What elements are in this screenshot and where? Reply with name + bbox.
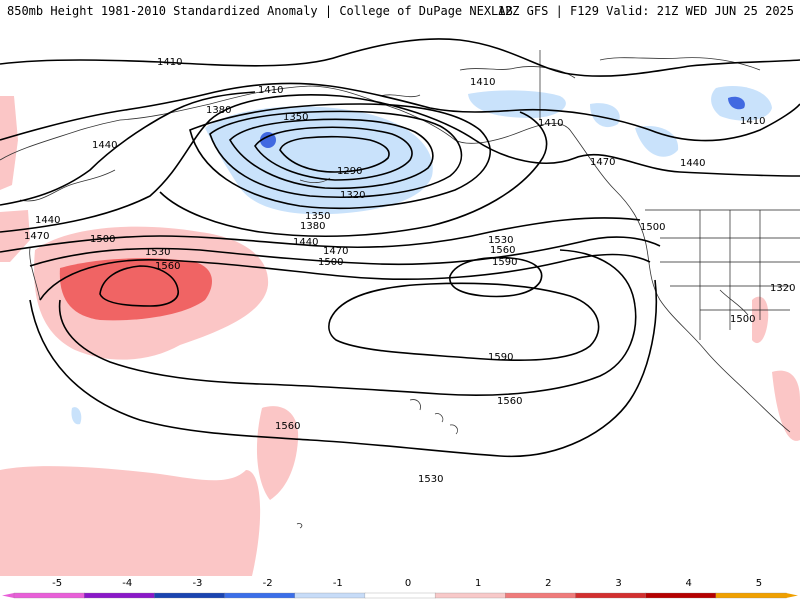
colorbar-tick-label: 4	[686, 578, 692, 589]
contour-label: 1590	[488, 352, 513, 363]
contour-label: 1440	[680, 158, 705, 169]
colorbar-svg: -5 -4 -3 -2 -1 0 1 2 3 4 5	[2, 578, 798, 599]
contour-label: 1590	[492, 257, 517, 268]
colorbar-segment	[294, 592, 366, 599]
contour-label: 1410	[470, 77, 495, 88]
colorbar-segment	[434, 592, 506, 599]
contour-label: 1410	[538, 118, 563, 129]
colorbar-tick-label: 1	[475, 578, 481, 589]
coastlines	[0, 57, 791, 529]
colorbar-segment	[715, 592, 787, 599]
colorbar-arrow-left	[2, 593, 14, 598]
contour-label: 1440	[293, 237, 318, 248]
height-contours	[0, 38, 800, 458]
colorbar-tick-label: 5	[756, 578, 762, 589]
model-run-info: 12Z GFS | F129 Valid: 21Z WED JUN 25 202…	[497, 4, 794, 18]
colorbar-tick-label: 3	[615, 578, 621, 589]
contour-label: 1500	[90, 234, 115, 245]
contour-label: 1560	[275, 421, 300, 432]
positive-anomaly-shading	[0, 96, 800, 576]
state-borders	[539, 50, 800, 340]
contour-label: 1470	[323, 246, 348, 257]
header-bar: 850mb Height 1981-2010 Standardized Anom…	[0, 0, 800, 24]
contour-label: 1530	[145, 247, 170, 258]
contour-label: 1470	[590, 157, 615, 168]
contour-label: 1440	[35, 215, 60, 226]
contour-label: 1410	[258, 85, 283, 96]
contour-label: 1530	[488, 235, 513, 246]
contour-label: 1380	[206, 105, 231, 116]
colorbar-tick-label: -2	[263, 578, 273, 589]
contour-label: 1320	[770, 283, 795, 294]
contour-label: 1500	[730, 314, 755, 325]
contour-label: 1530	[418, 474, 443, 485]
contour-label: 1500	[318, 257, 343, 268]
contour-label: 1350	[283, 112, 308, 123]
colorbar-segment	[13, 592, 85, 599]
colorbar-segment	[645, 592, 717, 599]
contour-label: 1410	[740, 116, 765, 127]
colorbar-tick-label: -5	[52, 578, 62, 589]
colorbar-tick-label: 0	[405, 578, 411, 589]
contour-label: 1500	[640, 222, 665, 233]
colorbar-tick-label: -4	[122, 578, 132, 589]
colorbar-arrow-right	[786, 593, 798, 598]
colorbar-tick-label: -3	[192, 578, 202, 589]
contour-label: 1560	[490, 245, 515, 256]
colorbar-segment	[84, 592, 156, 599]
map-svg: 1410 1410 1410 1410 1410 1440 1440 1440 …	[0, 24, 800, 576]
contour-label: 1470	[24, 231, 49, 242]
map-panel[interactable]: 1410 1410 1410 1410 1410 1440 1440 1440 …	[0, 24, 800, 576]
colorbar-segment	[505, 592, 577, 599]
contour-label: 1560	[497, 396, 522, 407]
colorbar-tick-label: -1	[333, 578, 343, 589]
contour-label: 1320	[340, 190, 365, 201]
map-title: 850mb Height 1981-2010 Standardized Anom…	[7, 4, 513, 18]
contour-label: 1410	[157, 57, 182, 68]
contour-label: 1560	[155, 261, 180, 272]
contour-label: 1350	[305, 211, 330, 222]
contour-label: 1380	[300, 221, 325, 232]
contour-label: 1440	[92, 140, 117, 151]
colorbar-segment	[575, 592, 647, 599]
contour-label-group: 1410 1410 1410 1410 1410 1440 1440 1440 …	[24, 57, 795, 485]
colorbar-segment	[224, 592, 296, 599]
colorbar: -5 -4 -3 -2 -1 0 1 2 3 4 5	[0, 576, 800, 600]
colorbar-segment	[364, 592, 436, 599]
contour-label: 1290	[337, 166, 362, 177]
colorbar-segment	[154, 592, 226, 599]
colorbar-tick-label: 2	[545, 578, 551, 589]
